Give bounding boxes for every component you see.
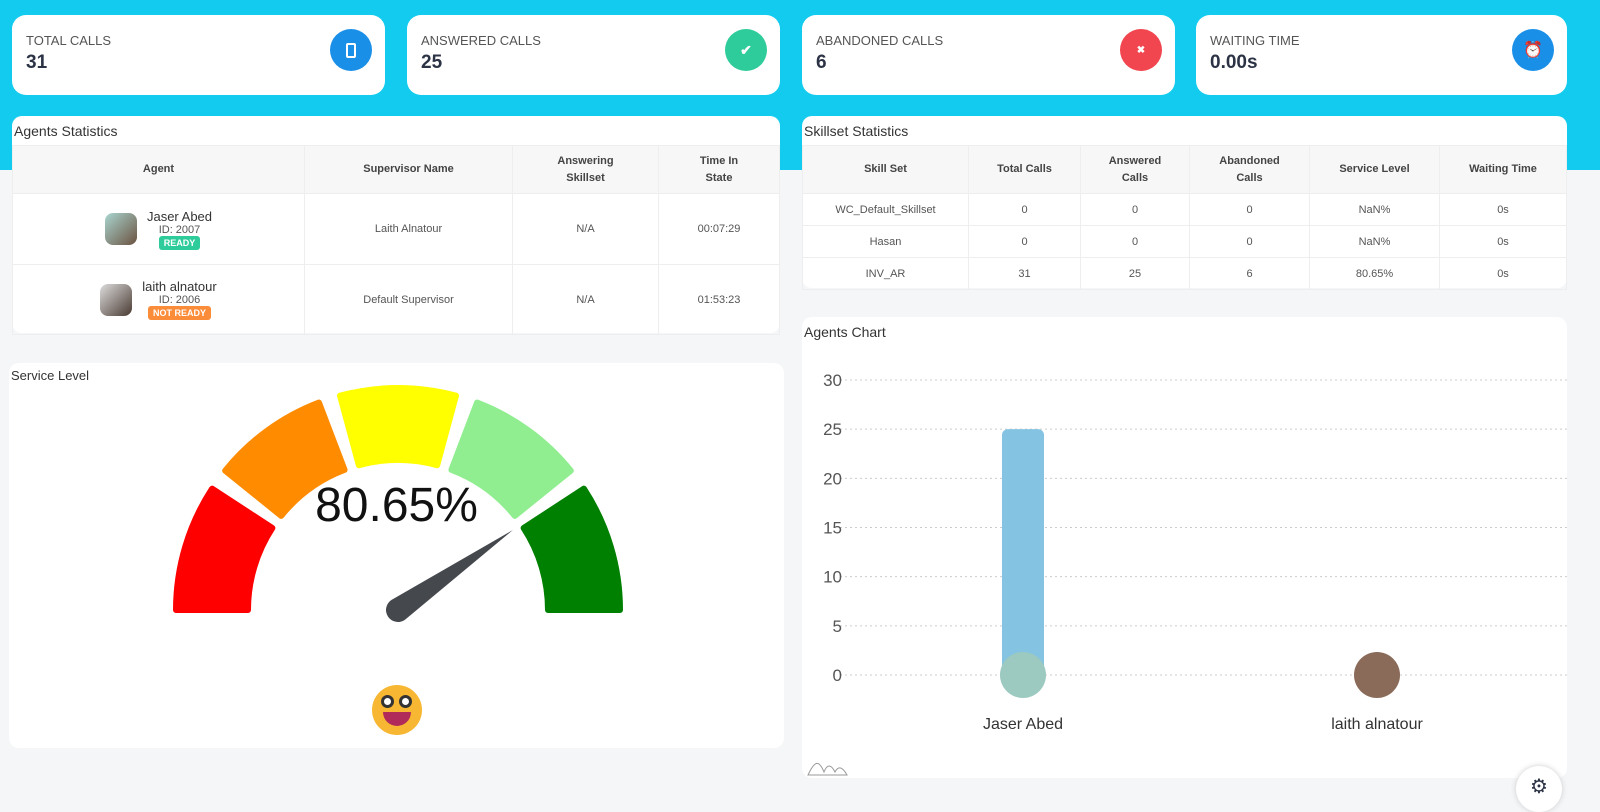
kpi-value: 31 xyxy=(26,52,48,73)
agent-id: ID: 2007 xyxy=(158,223,201,236)
agent-name: laith alnatour xyxy=(142,279,217,294)
table-cell: 6 xyxy=(1189,257,1310,290)
kpi-abandoned-calls: ABANDONED CALLS 6 ✖ xyxy=(802,15,1175,95)
table-cell: 0 xyxy=(1080,225,1190,258)
mobile-phone-icon xyxy=(330,29,372,71)
table-row[interactable]: Jaser Abed ID: 2007 READY Laith Alnatour N… xyxy=(12,193,780,265)
status-badge: READY xyxy=(158,235,201,250)
supervisor-cell: Laith Alnatour xyxy=(304,193,513,265)
table-cell: 25 xyxy=(1080,257,1190,290)
column-header: Abandoned Calls xyxy=(1189,145,1310,194)
kpi-value: 6 xyxy=(816,52,827,73)
avatar xyxy=(100,283,133,316)
agents-bar-chart: 0 5 10 15 20 25 30 Jaser Abed laith alnatour xyxy=(823,371,1567,733)
kpi-value: 0.00s xyxy=(1210,52,1258,73)
column-header: Total Calls xyxy=(968,145,1081,194)
column-header: Waiting Time xyxy=(1439,145,1567,194)
service-level-panel: Service Level 80.65% xyxy=(9,363,784,748)
gauge-segment xyxy=(337,385,459,469)
table-row[interactable]: WC_Default_Skillset 0 0 0 NaN% 0s xyxy=(802,193,1567,226)
gear-icon: ⚙ xyxy=(1530,776,1548,798)
skillset-cell: N/A xyxy=(512,193,659,265)
happy-face-emoji-icon xyxy=(372,685,422,735)
panel-title: Agents Statistics xyxy=(14,123,118,139)
kpi-total-calls: TOTAL CALLS 31 xyxy=(12,15,385,95)
panel-title: Agents Chart xyxy=(804,324,886,340)
column-header: Time In State xyxy=(658,145,780,194)
table-cell: 0 xyxy=(968,225,1081,258)
x-tick-label: laith alnatour xyxy=(1331,716,1423,733)
table-cell: 0 xyxy=(1189,225,1310,258)
table-cell: 0s xyxy=(1439,193,1567,226)
agents-chart-panel: Agents Chart 0 5 10 15 20 25 30 Jaser Abed laith… xyxy=(802,317,1567,778)
panel-title: Service Level xyxy=(11,368,90,383)
table-cell: 0s xyxy=(1439,225,1567,258)
x-tick-label: Jaser Abed xyxy=(983,716,1063,733)
y-tick-label: 20 xyxy=(823,469,842,488)
gauge-needle xyxy=(386,530,513,622)
column-header: Answering Skillset xyxy=(512,145,659,194)
agents-statistics-panel: Agents Statistics Agent Supervisor Name … xyxy=(12,116,780,335)
table-cell: 0 xyxy=(968,193,1081,226)
table-row[interactable]: INV_AR 31 25 6 80.65% 0s xyxy=(802,257,1567,290)
table-row[interactable]: laith alnatour ID: 2006 NOT READY Default … xyxy=(12,264,780,335)
table-cell: Hasan xyxy=(802,225,969,258)
gauge-segment xyxy=(173,485,276,613)
skillset-cell: N/A xyxy=(512,264,659,335)
agent-id: ID: 2006 xyxy=(158,294,201,306)
time-cell: 01:53:23 xyxy=(658,264,780,335)
agents-table: Agent Supervisor Name Answering Skillset… xyxy=(12,145,780,335)
y-tick-label: 5 xyxy=(833,617,842,636)
service-level-gauge xyxy=(173,385,623,622)
kpi-answered-calls: ANSWERED CALLS 25 ✔ xyxy=(407,15,780,95)
supervisor-cell: Default Supervisor xyxy=(304,264,513,335)
table-cell: 0s xyxy=(1439,257,1567,290)
gauge-segment xyxy=(448,399,574,519)
y-tick-label: 25 xyxy=(823,420,842,439)
column-header: Skill Set xyxy=(802,145,969,194)
gauge-value: 80.65% xyxy=(315,479,478,532)
kpi-label: ANSWERED CALLS xyxy=(421,33,541,48)
gauge-segment xyxy=(222,399,348,519)
agent-avatar xyxy=(1354,652,1400,698)
table-cell: 80.65% xyxy=(1309,257,1440,290)
agent-avatar xyxy=(1000,652,1046,698)
y-tick-label: 15 xyxy=(823,519,842,538)
table-cell: 31 xyxy=(968,257,1081,290)
skillset-statistics-panel: Skillset Statistics Skill Set Total Call… xyxy=(802,116,1567,290)
column-header: Agent xyxy=(12,145,305,194)
kpi-label: TOTAL CALLS xyxy=(26,33,112,48)
kpi-label: ABANDONED CALLS xyxy=(816,33,944,48)
column-header: Answered Calls xyxy=(1080,145,1190,194)
close-icon: ✖ xyxy=(1120,29,1162,71)
skillset-table: Skill Set Total Calls Answered Calls Aba… xyxy=(802,145,1567,290)
panel-title: Skillset Statistics xyxy=(804,123,909,139)
y-tick-label: 10 xyxy=(823,568,842,587)
status-badge: NOT READY xyxy=(147,306,211,320)
alarm-clock-icon: ⏰ xyxy=(1512,29,1554,71)
table-cell: WC_Default_Skillset xyxy=(802,193,969,226)
time-cell: 00:07:29 xyxy=(658,193,780,265)
kpi-value: 25 xyxy=(421,52,443,73)
y-tick-label: 0 xyxy=(833,666,842,685)
table-row[interactable]: Hasan 0 0 0 NaN% 0s xyxy=(802,225,1567,258)
bar[interactable] xyxy=(1002,429,1044,675)
kpi-waiting-time: WAITING TIME 0.00s ⏰ xyxy=(1196,15,1567,95)
avatar xyxy=(104,213,137,245)
table-cell: 0 xyxy=(1189,193,1310,226)
agent-name: Jaser Abed xyxy=(146,208,213,224)
table-cell: NaN% xyxy=(1309,193,1440,226)
check-icon: ✔ xyxy=(725,29,767,71)
y-tick-label: 30 xyxy=(823,371,842,390)
table-cell: 0 xyxy=(1080,193,1190,226)
chart-logo-icon xyxy=(807,762,848,776)
table-cell: NaN% xyxy=(1309,225,1440,258)
column-header: Service Level xyxy=(1309,145,1440,194)
gauge-segment xyxy=(520,485,623,613)
kpi-label: WAITING TIME xyxy=(1210,33,1300,48)
table-cell: INV_AR xyxy=(802,257,969,290)
settings-gear-button[interactable]: ⚙ xyxy=(1516,766,1562,812)
column-header: Supervisor Name xyxy=(304,145,513,194)
